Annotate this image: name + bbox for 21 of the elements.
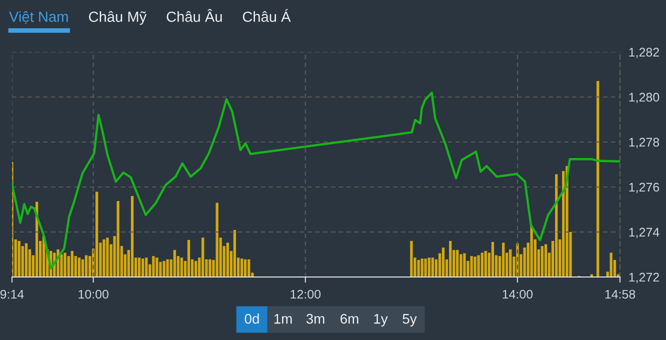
y-tick-label: 1,276 xyxy=(629,182,660,194)
text: 6m xyxy=(340,314,358,324)
text: 5y xyxy=(402,314,417,326)
y-tick-label: 1,272 xyxy=(629,272,659,284)
y-tick-label: 1,280 xyxy=(629,92,660,104)
text: Châu Âu xyxy=(166,9,222,22)
text: 3m xyxy=(306,314,324,324)
text: Việt Nam xyxy=(9,11,68,24)
text: Châu Á xyxy=(242,9,291,22)
text: 1m xyxy=(274,314,292,324)
x-tick-label: 14:00 xyxy=(502,290,533,299)
y-tick-label: 1,282 xyxy=(629,48,659,58)
y-tick-label: 1,274 xyxy=(629,228,660,238)
x-tick-label: 9:14 xyxy=(0,290,24,299)
text: 1y xyxy=(374,314,388,326)
x-tick-label: 10:00 xyxy=(78,290,108,299)
text: Châu Mỹ xyxy=(88,11,147,25)
x-tick-label: 14:58 xyxy=(605,290,636,299)
x-tick-label: 12:00 xyxy=(290,290,321,299)
text: 0d xyxy=(244,314,259,324)
y-tick-label: 1,278 xyxy=(629,138,660,148)
